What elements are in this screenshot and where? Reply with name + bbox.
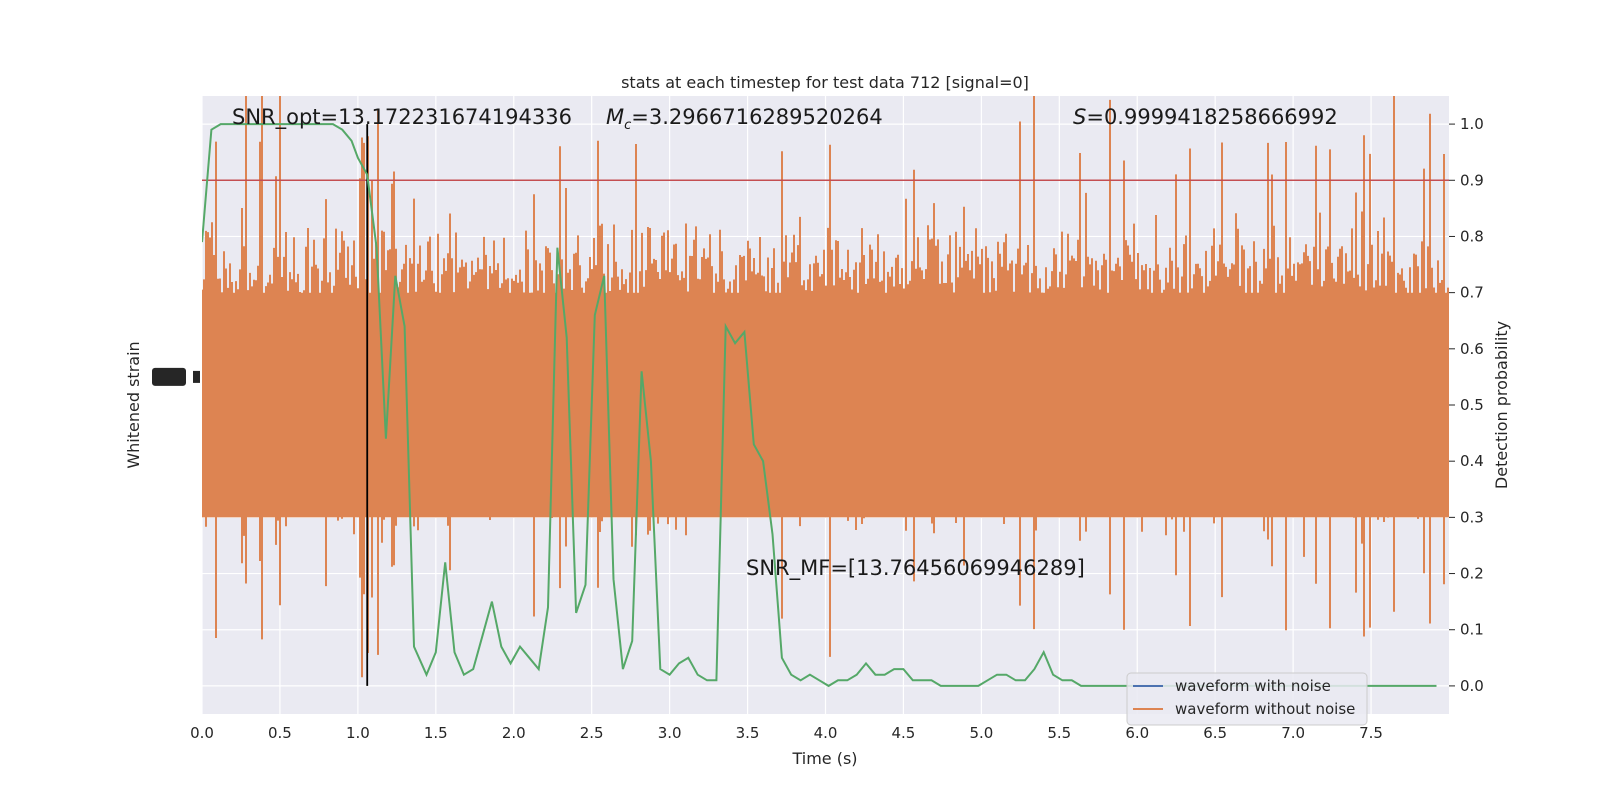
y-axis-right-label: Detection probability: [1492, 321, 1511, 489]
x-tick-label: 6.0: [1125, 724, 1149, 742]
snr-opt-annotation: SNR_opt=13.172231674194336: [232, 105, 572, 130]
left-axis-tick-mark: [193, 370, 200, 383]
y-tick-label: 0.7: [1460, 284, 1484, 302]
y-tick-label: 0.5: [1460, 396, 1484, 414]
x-tick-label: 6.5: [1203, 724, 1227, 742]
y-tick-label: 0.4: [1460, 452, 1484, 470]
x-tick-label: 0.5: [268, 724, 292, 742]
x-tick-label: 2.0: [502, 724, 526, 742]
legend-label-with-noise: waveform with noise: [1175, 677, 1331, 695]
x-tick-label: 7.5: [1359, 724, 1383, 742]
x-tick-label: 1.0: [346, 724, 370, 742]
legend: waveform with noise waveform without noi…: [1126, 672, 1368, 726]
y-tick-label: 1.0: [1460, 115, 1484, 133]
y-tick-label: 0.8: [1460, 227, 1484, 245]
left-axis-tick-cluster: [152, 367, 186, 386]
y-tick-label: 0.3: [1460, 508, 1484, 526]
legend-label-without-noise: waveform without noise: [1175, 700, 1355, 718]
legend-box: [1126, 672, 1368, 726]
x-tick-label: 1.5: [424, 724, 448, 742]
x-axis-label: Time (s): [791, 749, 857, 768]
y-axis-left-label: Whitened strain: [124, 341, 143, 468]
x-tick-label: 4.0: [814, 724, 838, 742]
x-tick-label: 3.5: [736, 724, 760, 742]
x-tick-label: 3.0: [658, 724, 682, 742]
x-tick-label: 2.5: [580, 724, 604, 742]
left-axis: [152, 367, 200, 386]
s-annotation: S=0.9999418258666992: [1073, 105, 1338, 129]
y-tick-label: 0.1: [1460, 621, 1484, 639]
x-tick-label: 5.5: [1047, 724, 1071, 742]
strain-core: [202, 292, 1449, 518]
x-axis-ticks: 0.0 0.5 1.0 1.5 2.0 2.5 3.0 3.5 4.0 4.5 5.0 5.5 6.0 6…: [190, 724, 1383, 742]
y-axis-right-ticks: 0.0 0.1 0.2 0.3 0.4 0.5 0.6 0.7 0.8 0.9 1.0: [1449, 115, 1484, 695]
snr-mf-annotation: SNR_MF=[13.76456069946289]: [746, 556, 1085, 581]
x-tick-label: 5.0: [969, 724, 993, 742]
chirp-mass-annotation: Mc=3.2966716289520264: [606, 105, 883, 133]
x-tick-label: 7.0: [1281, 724, 1305, 742]
y-tick-label: 0.6: [1460, 340, 1484, 358]
y-tick-label: 0.0: [1460, 677, 1484, 695]
x-tick-label: 0.0: [190, 724, 214, 742]
chart-title: stats at each timestep for test data 712…: [621, 73, 1029, 92]
x-tick-label: 4.5: [892, 724, 916, 742]
y-tick-label: 0.9: [1460, 171, 1484, 189]
y-tick-label: 0.2: [1460, 565, 1484, 583]
